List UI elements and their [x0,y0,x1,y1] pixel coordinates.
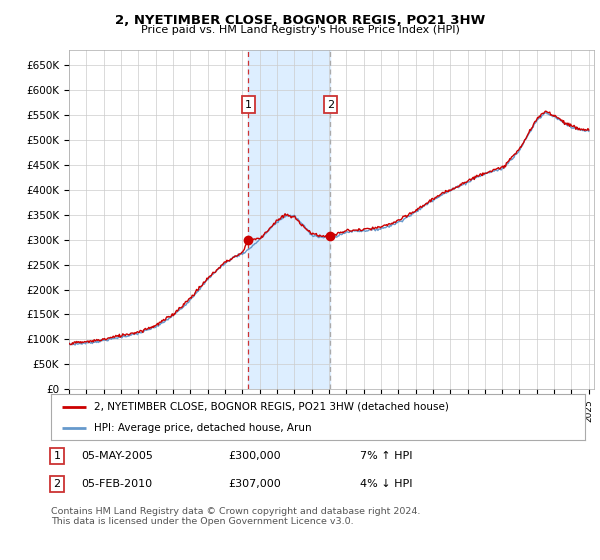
Text: 2: 2 [327,100,334,110]
Text: 4% ↓ HPI: 4% ↓ HPI [360,479,413,489]
Text: 1: 1 [53,451,61,461]
Text: 2: 2 [53,479,61,489]
Text: 05-FEB-2010: 05-FEB-2010 [81,479,152,489]
Text: HPI: Average price, detached house, Arun: HPI: Average price, detached house, Arun [94,423,311,433]
Text: Price paid vs. HM Land Registry's House Price Index (HPI): Price paid vs. HM Land Registry's House … [140,25,460,35]
Text: Contains HM Land Registry data © Crown copyright and database right 2024.
This d: Contains HM Land Registry data © Crown c… [51,507,421,526]
Text: 7% ↑ HPI: 7% ↑ HPI [360,451,413,461]
Text: 2, NYETIMBER CLOSE, BOGNOR REGIS, PO21 3HW: 2, NYETIMBER CLOSE, BOGNOR REGIS, PO21 3… [115,14,485,27]
Text: 1: 1 [245,100,252,110]
Bar [248,50,330,389]
Text: 05-MAY-2005: 05-MAY-2005 [81,451,153,461]
Text: 2, NYETIMBER CLOSE, BOGNOR REGIS, PO21 3HW (detached house): 2, NYETIMBER CLOSE, BOGNOR REGIS, PO21 3… [94,402,449,412]
Text: £307,000: £307,000 [228,479,281,489]
Text: £300,000: £300,000 [228,451,281,461]
